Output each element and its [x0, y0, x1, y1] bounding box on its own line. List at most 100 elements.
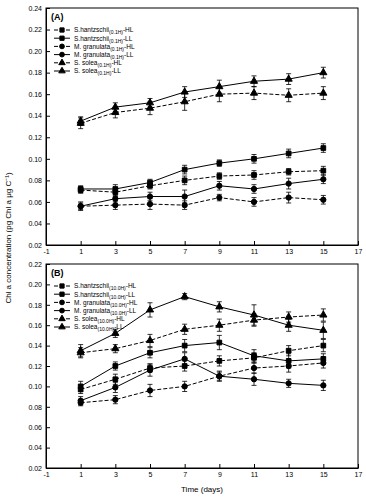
- data-point: [217, 374, 222, 379]
- y-tick-label: 0.08: [28, 177, 42, 184]
- y-tick-label: 0.12: [28, 363, 42, 370]
- x-tick-mark: [81, 464, 82, 468]
- error-bar: [217, 194, 222, 200]
- data-point: [250, 89, 257, 95]
- y-tick-mark: [46, 202, 50, 203]
- x-tick: 5: [149, 464, 153, 478]
- x-tick-label: 17: [355, 471, 363, 478]
- x-tick-mark: [219, 464, 220, 468]
- error-bar: [148, 384, 153, 396]
- data-point: [285, 75, 292, 81]
- y-tick-mark: [46, 8, 50, 9]
- error-bar: [182, 339, 187, 351]
- error-bar: [321, 380, 326, 390]
- y-tick-mark: [46, 94, 50, 95]
- data-point: [320, 326, 327, 332]
- data-point: [182, 343, 187, 348]
- y-tick: 0.08: [28, 177, 50, 184]
- data-point: [78, 398, 83, 403]
- data-point: [146, 306, 153, 312]
- error-bar: [113, 362, 118, 370]
- data-point: [217, 374, 222, 379]
- error-bar: [321, 166, 326, 175]
- data-point: [321, 383, 326, 388]
- legend-marker: [60, 28, 64, 32]
- x-tick: 15: [320, 464, 328, 478]
- error-bar: [182, 381, 187, 391]
- error-bar: [217, 335, 222, 349]
- data-point: [77, 347, 84, 353]
- data-point: [285, 91, 292, 97]
- y-tick: 0.20: [28, 281, 50, 288]
- label-part: -LL: [111, 67, 121, 74]
- y-tick-mark: [46, 366, 50, 367]
- data-point: [147, 367, 152, 372]
- data-point: [217, 195, 222, 200]
- x-tick: -1: [43, 241, 49, 255]
- series-line: [81, 359, 324, 401]
- series-line: [81, 297, 324, 351]
- y-tick-mark: [46, 325, 50, 326]
- y-tick-label: 0.06: [28, 199, 42, 206]
- y-tick-mark: [46, 159, 50, 160]
- data-point: [217, 359, 222, 364]
- legend-marker: [60, 300, 65, 305]
- y-tick: 0.08: [28, 404, 50, 411]
- x-tick: 3: [114, 241, 118, 255]
- error-bar: [113, 185, 118, 194]
- y-tick-mark: [46, 284, 50, 285]
- x-tick-mark: [358, 464, 359, 468]
- data-point: [146, 336, 153, 342]
- panel-title: (A): [51, 12, 64, 22]
- label-subscript: (10.0H): [109, 285, 126, 291]
- x-tick: 15: [320, 241, 328, 255]
- x-tick-mark: [46, 241, 47, 245]
- data-point: [182, 178, 187, 183]
- data-point: [148, 350, 153, 355]
- data-point: [78, 187, 83, 192]
- error-bar: [321, 195, 326, 204]
- x-tick-mark: [46, 464, 47, 468]
- data-point: [148, 180, 153, 185]
- error-bar: [148, 348, 153, 358]
- x-tick: -1: [43, 464, 49, 478]
- data-point: [181, 98, 188, 104]
- label-part: -HL: [114, 315, 125, 322]
- error-bar: [252, 363, 257, 373]
- y-tick-mark: [46, 448, 50, 449]
- x-tick-label: 11: [251, 471, 258, 478]
- legend-marker: [59, 323, 65, 329]
- data-point: [217, 340, 222, 345]
- y-tick-label: 0.08: [28, 404, 42, 411]
- x-tick: 1: [79, 241, 83, 255]
- panel: 0.020.040.060.080.100.120.140.160.180.20…: [4, 5, 362, 304]
- y-tick-label: 0.02: [28, 242, 42, 249]
- label-subscript: (0.1H): [98, 62, 112, 68]
- data-point: [286, 348, 291, 353]
- data-point: [217, 161, 222, 166]
- data-point: [217, 174, 222, 179]
- x-tick: 1: [79, 464, 83, 478]
- x-axis: -11357911131517: [43, 464, 362, 478]
- legend-marker: [59, 67, 65, 73]
- error-bar: [182, 190, 187, 203]
- y-tick-mark: [46, 51, 50, 52]
- y-tick: 0.18: [28, 302, 50, 309]
- data-point: [113, 364, 118, 369]
- label-subscript: (0.1H): [109, 29, 123, 35]
- plot-area: [77, 293, 327, 406]
- y-tick: 0.14: [28, 342, 50, 349]
- x-tick-label: -1: [43, 471, 49, 478]
- x-tick: 9: [218, 464, 222, 478]
- y-tick-label: 0.10: [28, 156, 42, 163]
- y-tick-mark: [46, 407, 50, 408]
- y-tick: 0.16: [28, 322, 50, 329]
- x-tick-label: -1: [43, 248, 49, 255]
- y-axis-title: Chl a concentration (pg Chl a μg C⁻¹): [4, 172, 13, 304]
- x-tick-mark: [323, 464, 324, 468]
- legend-marker: [59, 315, 65, 321]
- error-bar: [286, 149, 291, 158]
- x-tick-label: 17: [355, 248, 363, 255]
- y-tick-label: 0.22: [28, 261, 42, 268]
- panel: 0.020.040.060.080.100.120.140.160.180.20…: [28, 261, 362, 494]
